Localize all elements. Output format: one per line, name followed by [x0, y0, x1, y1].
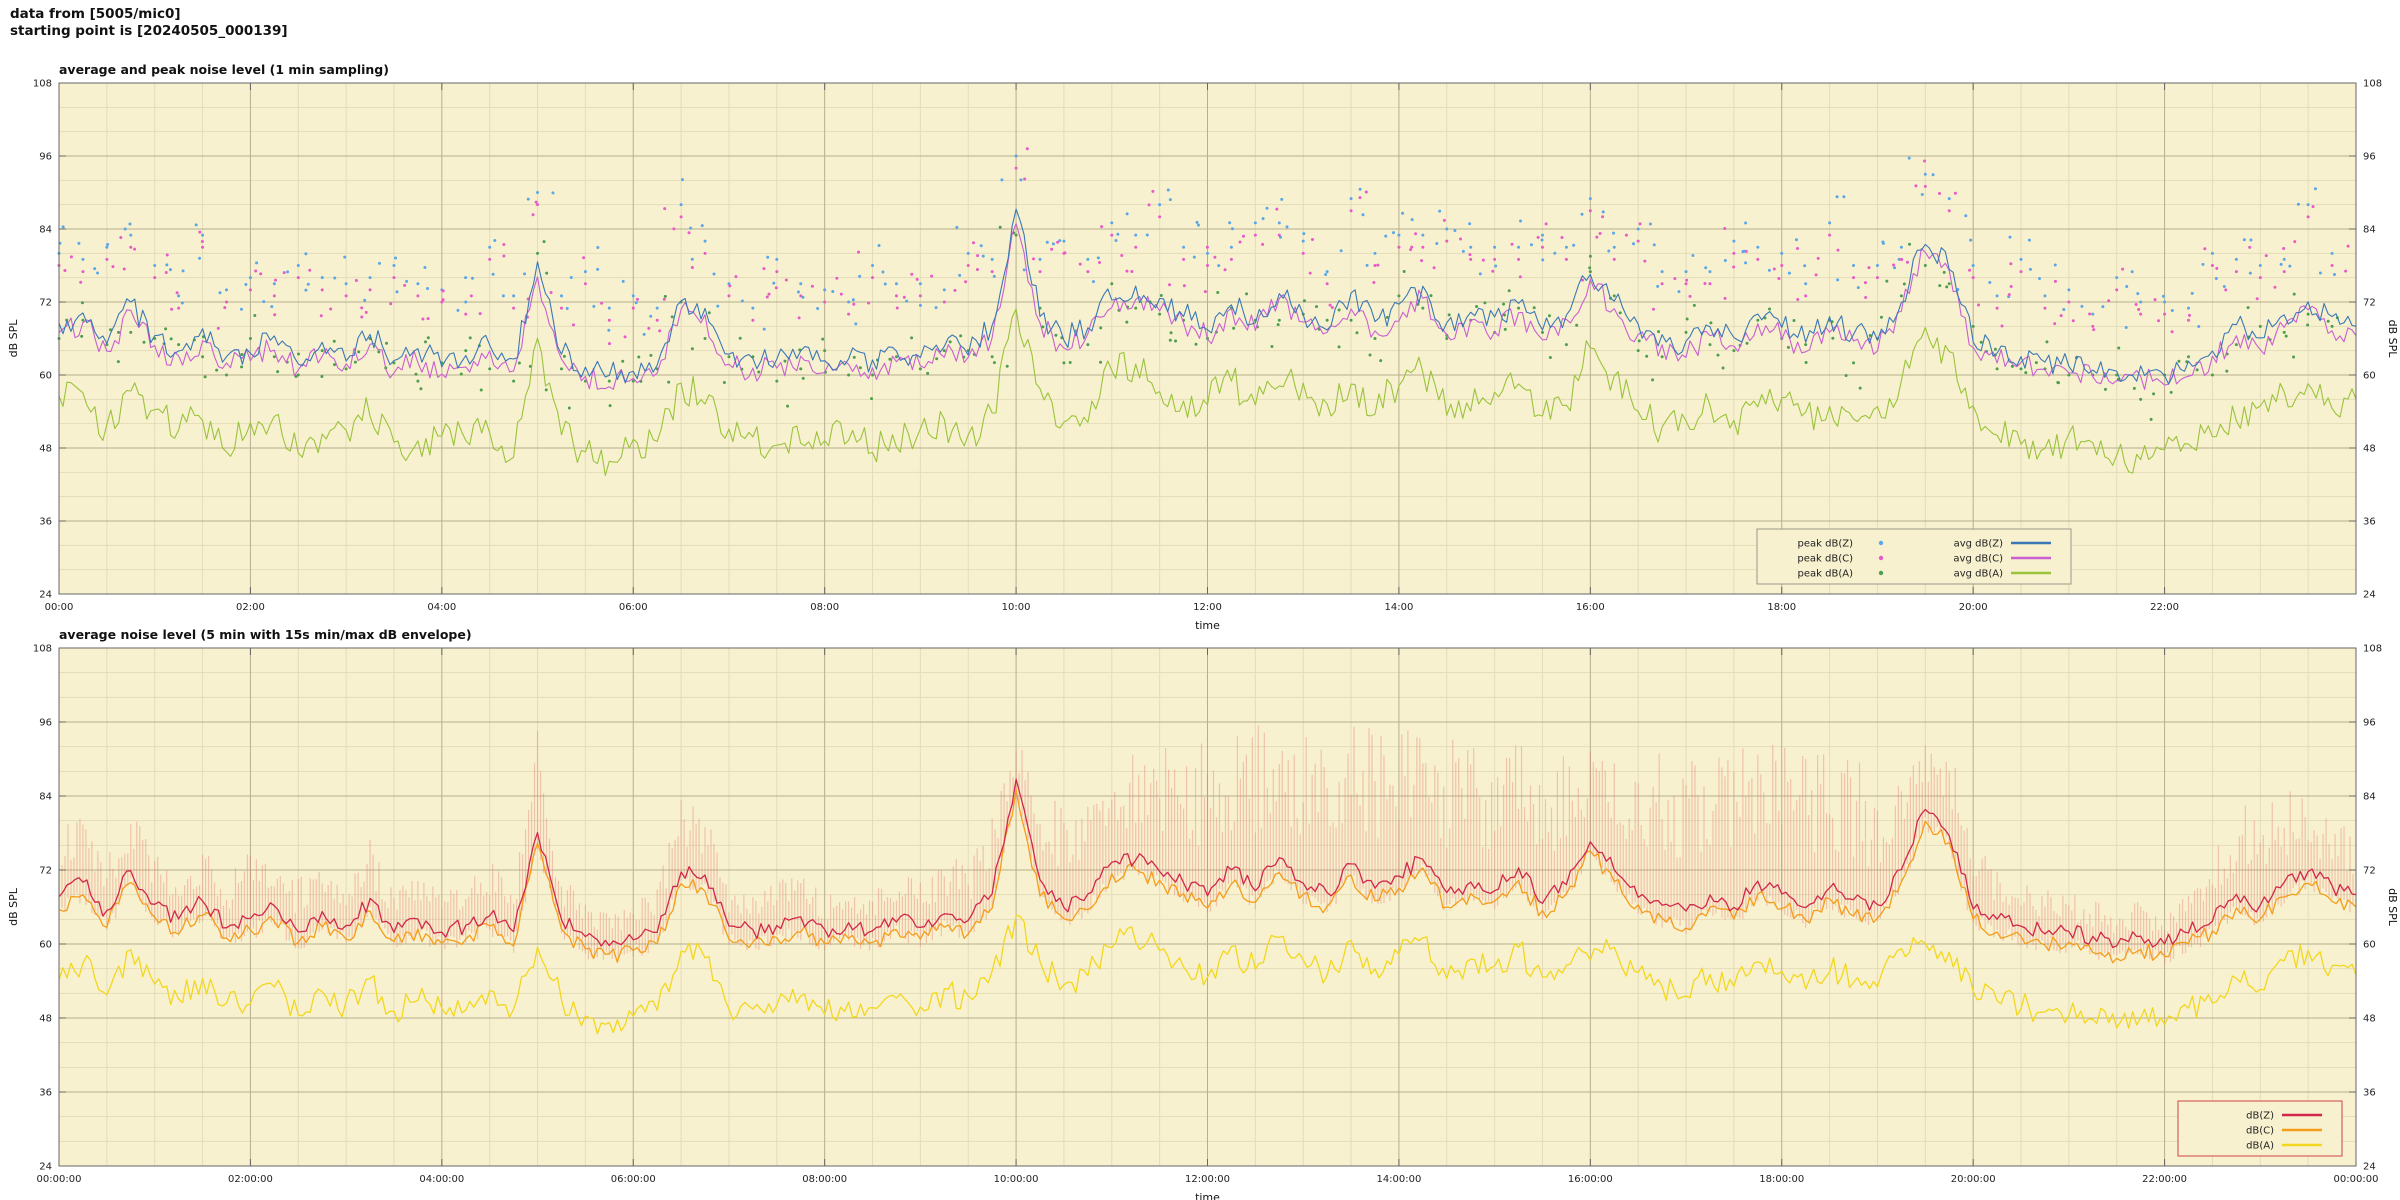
svg-text:peak dB(C): peak dB(C)	[1797, 554, 1853, 565]
svg-text:12:00: 12:00	[1193, 602, 1222, 613]
svg-text:48: 48	[2363, 1014, 2376, 1025]
svg-text:24: 24	[39, 590, 52, 601]
svg-text:dB SPL: dB SPL	[7, 319, 20, 358]
svg-text:00:00:00: 00:00:00	[37, 1174, 82, 1185]
svg-text:72: 72	[39, 866, 52, 877]
svg-text:00:00: 00:00	[45, 602, 74, 613]
svg-text:dB(Z): dB(Z)	[2246, 1111, 2274, 1122]
svg-text:04:00: 04:00	[427, 602, 456, 613]
svg-text:02:00: 02:00	[236, 602, 265, 613]
svg-text:48: 48	[39, 444, 52, 455]
svg-text:14:00: 14:00	[1385, 602, 1414, 613]
svg-text:dB SPL: dB SPL	[2386, 888, 2399, 927]
svg-text:avg dB(A): avg dB(A)	[1954, 569, 2004, 580]
series-avg-db-z-	[58, 208, 2357, 385]
series-db-a-	[58, 914, 2357, 1035]
chart-legend: peak dB(Z) peak dB(C) peak dB(A) avg dB(Z) a…	[1756, 528, 2072, 585]
svg-text:84: 84	[2363, 225, 2376, 236]
svg-text:96: 96	[39, 152, 52, 163]
svg-text:20:00: 20:00	[1959, 602, 1988, 613]
svg-text:36: 36	[2363, 517, 2376, 528]
svg-text:72: 72	[39, 298, 52, 309]
svg-text:48: 48	[2363, 444, 2376, 455]
page-header: data from [5005/mic0] starting point is …	[10, 6, 288, 40]
avg-peak-noise-chart: 24 24 36 36 48 48 60 60 72 72 84 84 96 96 108 108 00:00 0…	[7, 62, 2399, 632]
svg-text:06:00:00: 06:00:00	[611, 1174, 656, 1185]
svg-text:84: 84	[39, 225, 52, 236]
header-data-source: data from [5005/mic0]	[10, 6, 181, 22]
svg-text:22:00:00: 22:00:00	[2142, 1174, 2187, 1185]
svg-text:average and peak noise level (: average and peak noise level (1 min samp…	[59, 62, 389, 77]
svg-text:60: 60	[39, 371, 52, 382]
svg-text:48: 48	[39, 1014, 52, 1025]
svg-text:14:00:00: 14:00:00	[1376, 1174, 1421, 1185]
svg-text:12:00:00: 12:00:00	[1185, 1174, 1230, 1185]
svg-text:18:00:00: 18:00:00	[1759, 1174, 1804, 1185]
series-db-z-	[58, 778, 2357, 949]
svg-text:avg dB(Z): avg dB(Z)	[1954, 539, 2004, 550]
svg-text:dB SPL: dB SPL	[2386, 320, 2399, 359]
series-avg-db-c-	[58, 223, 2357, 391]
series-peak-db-z-	[57, 154, 2336, 336]
svg-text:96: 96	[2363, 718, 2376, 729]
svg-text:02:00:00: 02:00:00	[228, 1174, 273, 1185]
svg-text:dB(C): dB(C)	[2246, 1126, 2274, 1137]
series-peak-db-c-	[57, 147, 2350, 346]
svg-text:36: 36	[39, 517, 52, 528]
svg-text:10:00: 10:00	[1002, 602, 1031, 613]
svg-text:36: 36	[39, 1088, 52, 1099]
svg-text:00:00:00: 00:00:00	[2334, 1174, 2379, 1185]
svg-text:20:00:00: 20:00:00	[1951, 1174, 1996, 1185]
svg-text:96: 96	[39, 718, 52, 729]
svg-text:08:00:00: 08:00:00	[802, 1174, 847, 1185]
svg-text:72: 72	[2363, 298, 2376, 309]
svg-text:10:00:00: 10:00:00	[994, 1174, 1039, 1185]
svg-text:time: time	[1195, 1191, 1220, 1200]
svg-text:84: 84	[39, 792, 52, 803]
svg-text:dB SPL: dB SPL	[7, 887, 20, 926]
svg-text:peak dB(Z): peak dB(Z)	[1798, 539, 1854, 550]
svg-text:72: 72	[2363, 866, 2376, 877]
svg-text:108: 108	[2363, 644, 2382, 655]
svg-text:84: 84	[2363, 792, 2376, 803]
svg-text:18:00: 18:00	[1767, 602, 1796, 613]
header-starting-point: starting point is [20240505_000139]	[10, 23, 288, 39]
svg-text:60: 60	[39, 940, 52, 951]
svg-text:average noise level (5 min wit: average noise level (5 min with 15s min/…	[59, 627, 472, 642]
svg-text:24: 24	[39, 1162, 52, 1173]
svg-text:time: time	[1195, 619, 1220, 632]
svg-text:06:00: 06:00	[619, 602, 648, 613]
series-db-c-	[58, 788, 2357, 964]
svg-text:60: 60	[2363, 940, 2376, 951]
svg-text:108: 108	[2363, 79, 2382, 90]
svg-text:peak dB(A): peak dB(A)	[1798, 569, 1854, 580]
svg-text:96: 96	[2363, 152, 2376, 163]
series-peak-db-a-	[57, 225, 2339, 421]
svg-text:avg dB(C): avg dB(C)	[1953, 554, 2003, 565]
svg-text:108: 108	[33, 644, 52, 655]
svg-text:22:00: 22:00	[2150, 602, 2179, 613]
series-avg-db-a-	[58, 308, 2357, 476]
svg-text:24: 24	[2363, 590, 2376, 601]
svg-text:36: 36	[2363, 1088, 2376, 1099]
svg-text:16:00:00: 16:00:00	[1568, 1174, 1613, 1185]
svg-text:04:00:00: 04:00:00	[419, 1174, 464, 1185]
svg-text:16:00: 16:00	[1576, 602, 1605, 613]
chart-legend: dB(Z) dB(C) dB(A)	[2177, 1100, 2343, 1157]
svg-text:108: 108	[33, 79, 52, 90]
avg-noise-envelope-chart: 24 24 36 36 48 48 60 60 72 72 84 84 96 96 108 108 00:00:…	[7, 627, 2399, 1200]
svg-text:08:00: 08:00	[810, 602, 839, 613]
svg-text:60: 60	[2363, 371, 2376, 382]
svg-text:dB(A): dB(A)	[2246, 1141, 2274, 1152]
svg-text:24: 24	[2363, 1162, 2376, 1173]
